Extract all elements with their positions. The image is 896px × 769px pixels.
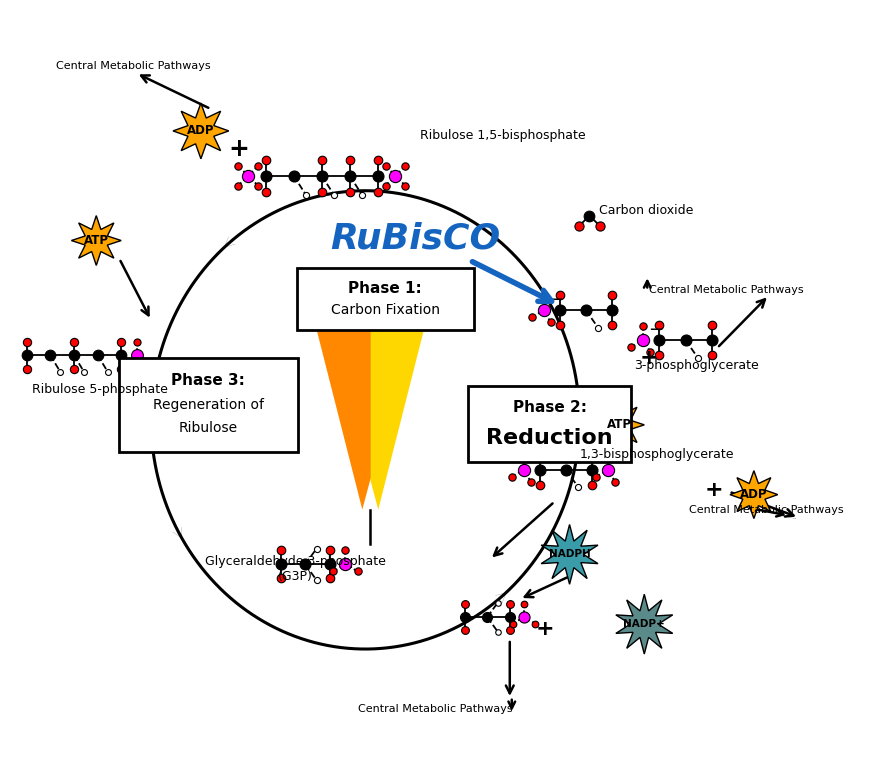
Text: +: + xyxy=(228,137,249,161)
Text: 1,3-bisphosphoglycerate: 1,3-bisphosphoglycerate xyxy=(580,448,734,461)
Text: Carbon Fixation: Carbon Fixation xyxy=(331,303,440,318)
Text: ADP: ADP xyxy=(740,488,768,501)
Text: RuBisCO: RuBisCO xyxy=(330,221,500,255)
Text: Central Metabolic Pathways: Central Metabolic Pathways xyxy=(689,504,844,514)
FancyBboxPatch shape xyxy=(297,268,474,330)
Text: Phase 1:: Phase 1: xyxy=(349,281,422,296)
Text: +: + xyxy=(640,348,659,368)
Text: Glyceraldehyde 3-phosphate
(G3P): Glyceraldehyde 3-phosphate (G3P) xyxy=(205,555,386,584)
Text: Central Metabolic Pathways: Central Metabolic Pathways xyxy=(56,62,211,72)
Text: Reduction: Reduction xyxy=(487,428,613,448)
Polygon shape xyxy=(730,471,778,518)
Text: −: − xyxy=(548,291,564,309)
Text: 3-phosphoglycerate: 3-phosphoglycerate xyxy=(634,358,759,371)
Text: NADP+: NADP+ xyxy=(624,619,665,629)
Text: NADPH: NADPH xyxy=(548,549,590,559)
Text: Ribulose 5-phosphate: Ribulose 5-phosphate xyxy=(31,384,168,397)
Text: Central Metabolic Pathways: Central Metabolic Pathways xyxy=(358,704,513,714)
FancyBboxPatch shape xyxy=(119,358,297,451)
Text: Phase 3:: Phase 3: xyxy=(171,372,246,388)
Text: Ribulose: Ribulose xyxy=(179,421,238,434)
Text: ATP: ATP xyxy=(607,418,632,431)
Text: Ribulose 1,5-bisphosphate: Ribulose 1,5-bisphosphate xyxy=(420,129,586,142)
Polygon shape xyxy=(541,524,598,584)
Polygon shape xyxy=(594,400,644,450)
Text: Central Metabolic Pathways: Central Metabolic Pathways xyxy=(650,285,804,295)
Text: +: + xyxy=(535,619,554,639)
Text: Carbon dioxide: Carbon dioxide xyxy=(599,204,694,217)
Polygon shape xyxy=(72,215,121,265)
Polygon shape xyxy=(315,325,425,480)
Text: ADP: ADP xyxy=(187,125,215,138)
Text: Phase 2:: Phase 2: xyxy=(513,401,587,415)
FancyBboxPatch shape xyxy=(468,386,632,461)
Polygon shape xyxy=(315,325,370,510)
Text: −: − xyxy=(648,321,663,339)
Text: +: + xyxy=(705,480,723,500)
Text: Regeneration of: Regeneration of xyxy=(153,398,263,412)
Polygon shape xyxy=(616,594,673,654)
Polygon shape xyxy=(370,325,425,510)
Polygon shape xyxy=(173,103,228,159)
Text: ATP: ATP xyxy=(83,234,108,247)
